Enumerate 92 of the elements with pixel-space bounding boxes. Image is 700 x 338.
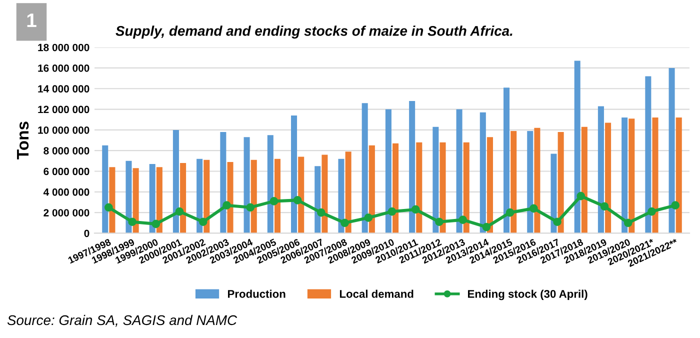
bar: [220, 132, 226, 234]
text: 1: [27, 14, 36, 27]
point: [576, 192, 586, 200]
y-tick-label: 12 000 000: [38, 106, 90, 114]
bar: [250, 160, 257, 234]
y-tick-label: 8 000 000: [44, 147, 90, 154]
bar: [622, 118, 628, 234]
point: [482, 222, 491, 232]
bar: [392, 143, 399, 234]
bar: [527, 130, 534, 234]
bar: [132, 168, 139, 234]
y-tick-label: 14 000 000: [38, 85, 90, 93]
point: [435, 218, 444, 226]
point: [648, 207, 656, 216]
bar: [298, 156, 304, 234]
bar: [432, 126, 439, 234]
point: [340, 218, 349, 228]
bar: [652, 118, 658, 234]
bar: [668, 68, 675, 234]
bar: [149, 164, 156, 234]
bar: [558, 132, 564, 234]
point: [624, 218, 632, 228]
point: [246, 203, 254, 212]
bar: [126, 160, 132, 234]
bar: [409, 101, 416, 234]
point: [411, 205, 420, 214]
bar: [322, 154, 328, 234]
bar: [510, 130, 517, 234]
bar: [345, 152, 352, 234]
point: [671, 201, 680, 210]
legend-label: Local demand: [340, 290, 414, 298]
bar: [463, 142, 470, 234]
bar: [385, 109, 392, 234]
bar: [109, 167, 116, 234]
bar: [486, 137, 493, 234]
legend-label: Ending stock (30 April): [468, 290, 588, 300]
point: [104, 203, 113, 212]
point: [198, 218, 208, 226]
bar: [172, 130, 179, 234]
point: [317, 208, 326, 217]
point: [364, 214, 373, 222]
bar: [416, 142, 422, 234]
bar: [204, 160, 210, 234]
point: [293, 196, 302, 204]
y-tick-label: 4 000 000: [43, 188, 90, 196]
point: [128, 218, 136, 226]
bar: [628, 118, 635, 234]
y-tick-label: 6 000 000: [44, 168, 90, 176]
bar: [581, 126, 588, 234]
bar: [338, 158, 344, 234]
bar: [504, 88, 510, 234]
bar: [102, 145, 108, 234]
chart-title: Supply, demand and ending stocks of maize in South Africa.: [116, 26, 512, 39]
point: [388, 207, 396, 216]
point: [553, 218, 562, 226]
point: [222, 201, 231, 210]
y-tick-label: 0: [84, 230, 90, 238]
bar: [574, 60, 580, 234]
bar: [267, 135, 274, 234]
bar: [227, 162, 234, 234]
source-note: Source: Grain SA, SAGIS and NAMC: [7, 314, 238, 327]
point: [270, 197, 278, 206]
y-tick-label: 18 000 000: [38, 44, 90, 52]
bar: [362, 103, 368, 234]
bar: [291, 115, 298, 234]
y-tick-label: 10 000 000: [38, 126, 90, 134]
bar: [456, 109, 462, 234]
point: [175, 207, 184, 216]
point: [506, 208, 514, 217]
point: [600, 202, 609, 211]
bar: [244, 137, 250, 234]
point: [152, 220, 160, 228]
point: [458, 216, 467, 224]
legend-label: Production: [228, 290, 286, 298]
bar: [676, 118, 682, 234]
bar: [534, 128, 540, 234]
bar: [605, 122, 612, 234]
bar: [368, 145, 375, 234]
bar: [274, 158, 280, 234]
bar: [550, 154, 557, 234]
bar: [314, 166, 321, 234]
bar: [440, 142, 446, 234]
point: [530, 204, 538, 213]
bar: [196, 158, 203, 234]
bar: [480, 112, 486, 234]
y-tick-label: 16 000 000: [38, 64, 90, 72]
bar: [156, 167, 162, 234]
y-axis-title: Tons: [17, 122, 29, 160]
y-tick-label: 2 000 000: [44, 209, 90, 216]
bar: [645, 76, 652, 234]
bar: [598, 106, 604, 234]
bar: [180, 162, 186, 234]
